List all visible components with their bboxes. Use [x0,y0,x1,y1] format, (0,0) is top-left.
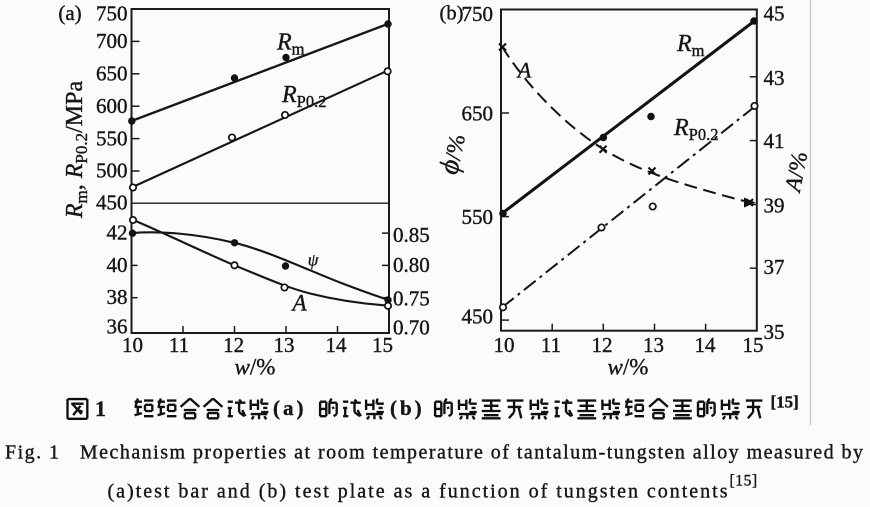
svg-text:650: 650 [462,102,494,126]
svg-text:10: 10 [122,333,143,357]
svg-text:500: 500 [96,159,128,183]
svg-text:ψ: ψ [308,251,319,270]
svg-text:13: 13 [643,333,664,357]
svg-text:450: 450 [462,305,494,329]
svg-text:450: 450 [96,191,128,215]
svg-text:(a)test bar and (b) test plate: (a)test bar and (b) test plate as a func… [108,481,728,503]
svg-text:650: 650 [96,62,128,86]
svg-text:40: 40 [107,253,128,277]
svg-text:15: 15 [372,333,393,357]
svg-text:43: 43 [764,66,785,90]
svg-text:10: 10 [494,333,515,357]
svg-text:35: 35 [764,320,785,344]
svg-text:39: 39 [764,193,785,217]
svg-text:Rm: Rm [676,31,705,60]
svg-text:13: 13 [274,333,295,357]
svg-text:A: A [290,291,307,316]
svg-text:550: 550 [462,205,494,229]
svg-text:12: 12 [592,333,613,357]
svg-text:41: 41 [764,129,785,153]
svg-text:[15]: [15] [730,473,758,490]
svg-text:(b): (b) [390,396,425,420]
svg-text:w/%: w/% [235,355,276,380]
svg-text:0.70: 0.70 [393,315,430,339]
svg-text:12: 12 [223,333,244,357]
svg-text:(a): (a) [273,396,307,420]
svg-text:11: 11 [169,333,189,357]
svg-text:ϕ/%: ϕ/% [433,131,472,177]
svg-text:700: 700 [96,29,128,53]
svg-text:0.80: 0.80 [393,253,430,277]
svg-text:0.75: 0.75 [393,286,430,310]
svg-text:750: 750 [462,2,494,26]
svg-text:w/%: w/% [608,355,649,380]
svg-text:A: A [516,58,532,83]
svg-text:36: 36 [107,315,128,339]
svg-text:11: 11 [541,333,561,357]
svg-text:38: 38 [107,285,128,309]
svg-text:(b): (b) [440,3,464,25]
svg-text:1: 1 [95,396,106,421]
svg-text:RP0.2: RP0.2 [281,82,326,111]
svg-text:14: 14 [326,333,348,357]
svg-text:15: 15 [743,333,764,357]
svg-text:550: 550 [96,127,128,151]
svg-text:(a): (a) [58,1,81,25]
svg-text:[15]: [15] [771,393,799,412]
svg-text:42: 42 [107,221,128,245]
svg-text:Rm, RP0.2/MPa: Rm, RP0.2/MPa [62,81,91,220]
svg-text:Rm: Rm [276,30,305,59]
svg-text:A/%: A/% [780,150,812,196]
svg-text:Fig. 1 Mechanism properties: Fig. 1 Mechanism properties at room temp… [5,442,863,464]
svg-text:45: 45 [764,2,785,26]
svg-text:600: 600 [96,94,128,118]
svg-text:37: 37 [764,255,785,279]
svg-text:750: 750 [96,2,128,26]
svg-text:RP0.2: RP0.2 [673,115,718,144]
svg-text:0.85: 0.85 [393,223,430,247]
svg-text:14: 14 [695,333,717,357]
